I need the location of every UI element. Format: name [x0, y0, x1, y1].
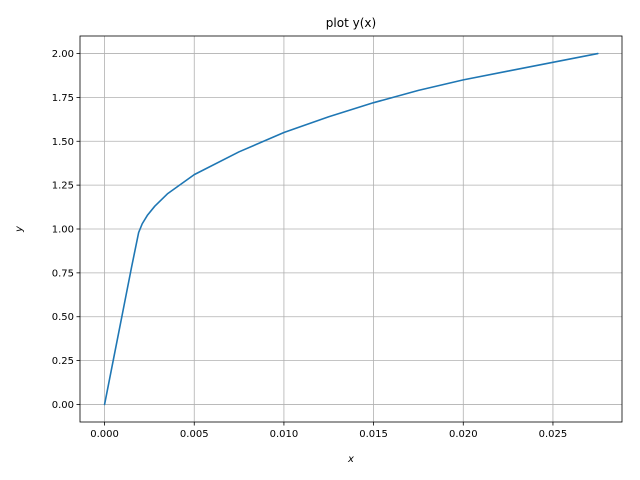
series-layer: [103, 52, 599, 406]
y-axis-label: y: [14, 225, 25, 233]
x-tick-label: 0.025: [539, 429, 568, 440]
series-line: [103, 52, 599, 406]
x-tick-label: 0.010: [270, 429, 299, 440]
x-tick-label: 0.015: [359, 429, 388, 440]
y-tick-label: 0.25: [52, 356, 74, 367]
y-tick-label: 0.00: [52, 400, 74, 411]
tick-layer: 0.000 0.005 0.010 0.015 0.020 0.025 0.00 0.25 0.…: [52, 49, 568, 440]
x-axis-label: x: [347, 454, 354, 465]
y-tick-label: 1.75: [52, 93, 74, 104]
y-tick-label: 2.00: [52, 49, 74, 60]
y-tick-label: 1.25: [52, 181, 74, 192]
y-tick-label: 0.75: [52, 268, 74, 279]
y-tick-label: 1.00: [52, 225, 74, 236]
grid-layer: [80, 36, 622, 422]
x-tick-label: 0.000: [90, 429, 119, 440]
x-tick-label: 0.005: [180, 429, 209, 440]
x-tick-label: 0.020: [449, 429, 478, 440]
y-tick-label: 0.50: [52, 312, 74, 323]
y-tick-label: 1.50: [52, 137, 74, 148]
chart-title: plot y(x): [326, 16, 376, 30]
